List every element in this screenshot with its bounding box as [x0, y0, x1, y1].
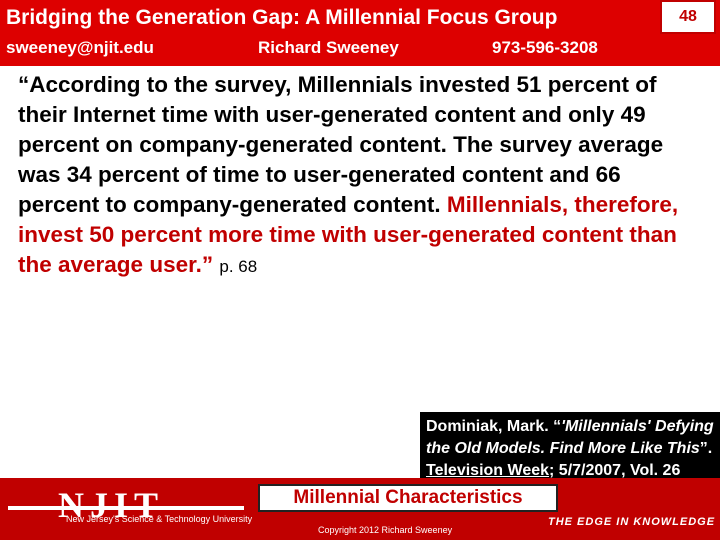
quote-highlight: Millennials, therefore, invest 50 percen…	[18, 192, 679, 277]
copyright-text: Copyright 2012 Richard Sweeney	[318, 525, 453, 535]
university-name: New Jersey's Science & Technology Univer…	[66, 514, 253, 524]
presenter-phone: 973-596-3208	[492, 38, 598, 57]
logo-underline	[8, 506, 244, 510]
citation-source[interactable]: Television Week	[426, 462, 550, 479]
citation-author: Dominiak, Mark. “	[426, 418, 562, 435]
presenter-name: Richard Sweeney	[258, 38, 399, 57]
slide-number-badge: 48	[660, 0, 716, 34]
citation-after-title: ”.	[699, 440, 713, 457]
quote-block: “According to the survey, Millennials in…	[18, 70, 708, 282]
millennial-characteristics-button[interactable]: Millennial Characteristics	[258, 484, 558, 512]
citation-box	[420, 412, 720, 478]
tagline: THE EDGE IN KNOWLEDGE	[548, 516, 716, 528]
page-reference: p. 68	[219, 257, 258, 276]
presenter-email[interactable]: sweeney@njit.edu	[6, 38, 154, 57]
njit-logo: NJIT	[58, 485, 165, 525]
quote-text: “According to the survey, Millennials in…	[18, 72, 664, 217]
presentation-title: Bridging the Generation Gap: A Millennia…	[6, 6, 558, 29]
header-bar	[0, 0, 720, 66]
citation-title: 'Millennials' Defying the Old Models. Fi…	[426, 418, 714, 457]
